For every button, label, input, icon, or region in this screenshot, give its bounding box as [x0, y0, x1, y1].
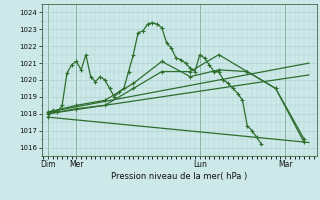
X-axis label: Pression niveau de la mer( hPa ): Pression niveau de la mer( hPa ) [111, 172, 247, 181]
